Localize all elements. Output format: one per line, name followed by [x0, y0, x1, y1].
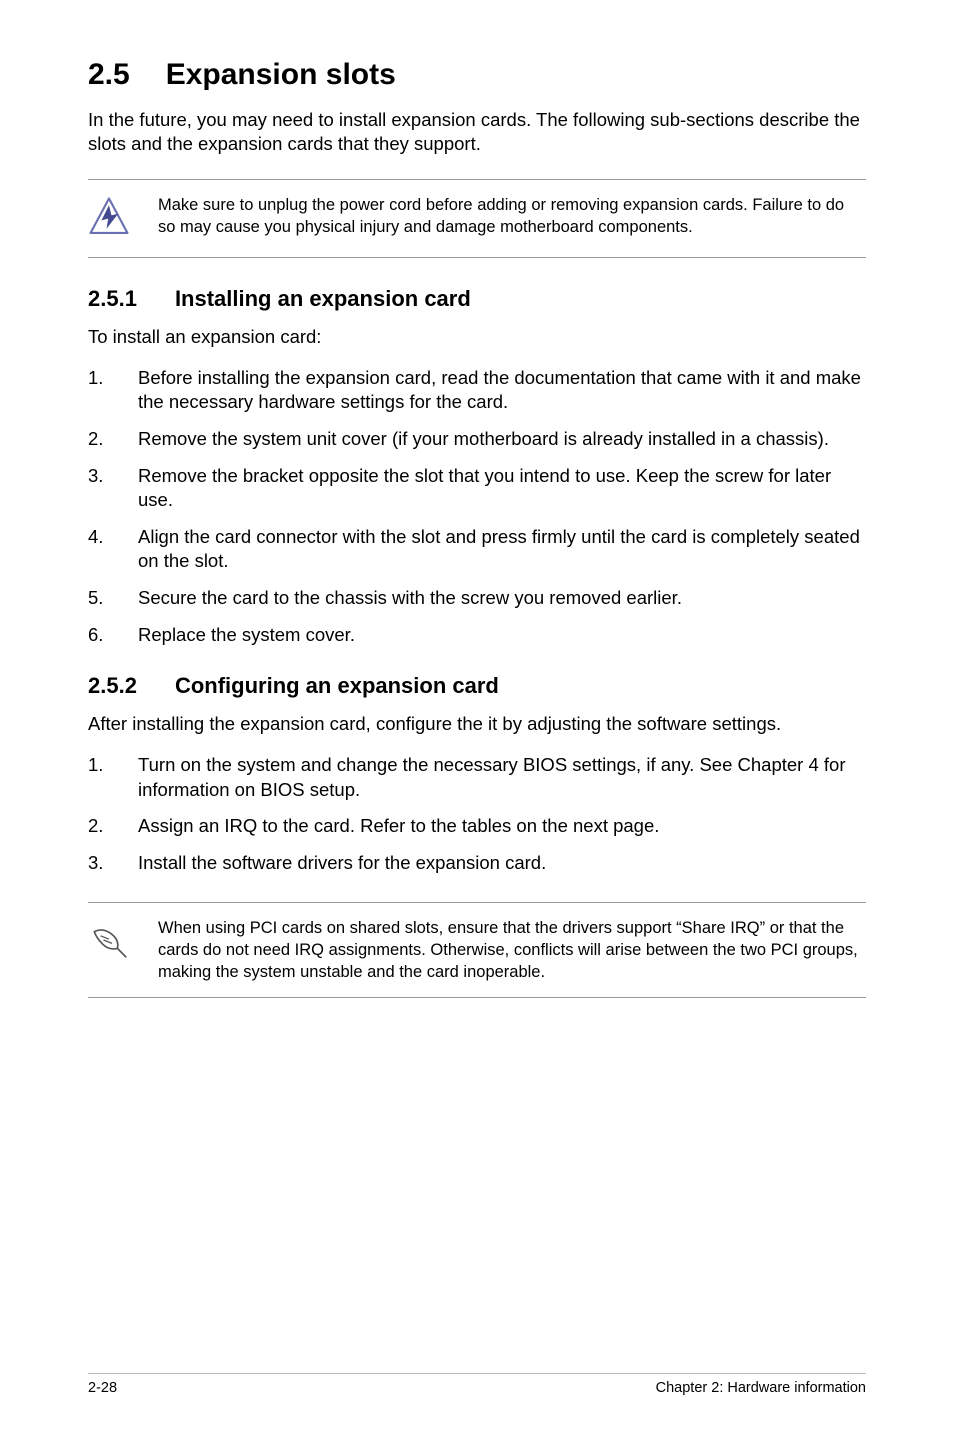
list-item: Assign an IRQ to the card. Refer to the … — [88, 814, 866, 839]
page-footer: 2-28 Chapter 2: Hardware information — [88, 1373, 866, 1396]
page: 2.5 Expansion slots In the future, you ma… — [0, 0, 954, 1438]
warning-text: Make sure to unplug the power cord befor… — [140, 194, 866, 239]
list-item: Align the card connector with the slot a… — [88, 525, 866, 574]
subsection-1-number: 2.5.1 — [88, 286, 137, 311]
list-item: Turn on the system and change the necess… — [88, 753, 866, 802]
section-heading: 2.5 Expansion slots — [88, 58, 866, 92]
subsection-2-number: 2.5.2 — [88, 673, 137, 698]
subsection-1-heading: 2.5.1 Installing an expansion card — [88, 286, 866, 312]
note-text: When using PCI cards on shared slots, en… — [140, 917, 866, 984]
subsection-1-title: Installing an expansion card — [175, 286, 471, 311]
list-item: Secure the card to the chassis with the … — [88, 586, 866, 611]
list-item: Before installing the expansion card, re… — [88, 366, 866, 415]
list-item: Install the software drivers for the exp… — [88, 851, 866, 876]
subsection-2-title: Configuring an expansion card — [175, 673, 499, 698]
subsection-1-lead: To install an expansion card: — [88, 326, 866, 348]
warning-callout: Make sure to unplug the power cord befor… — [88, 179, 866, 258]
section-number: 2.5 — [88, 58, 130, 91]
warning-icon — [88, 194, 140, 243]
list-item: Remove the system unit cover (if your mo… — [88, 427, 866, 452]
subsection-2-heading: 2.5.2 Configuring an expansion card — [88, 673, 866, 699]
section-title: Expansion slots — [166, 58, 396, 91]
list-item: Remove the bracket opposite the slot tha… — [88, 464, 866, 513]
subsection-1-steps: Before installing the expansion card, re… — [88, 366, 866, 647]
footer-chapter: Chapter 2: Hardware information — [656, 1380, 866, 1396]
note-callout: When using PCI cards on shared slots, en… — [88, 902, 866, 999]
note-icon — [88, 917, 140, 966]
footer-page-number: 2-28 — [88, 1380, 117, 1396]
subsection-2-lead: After installing the expansion card, con… — [88, 713, 866, 735]
section-intro: In the future, you may need to install e… — [88, 108, 866, 157]
subsection-2-steps: Turn on the system and change the necess… — [88, 753, 866, 875]
list-item: Replace the system cover. — [88, 623, 866, 648]
